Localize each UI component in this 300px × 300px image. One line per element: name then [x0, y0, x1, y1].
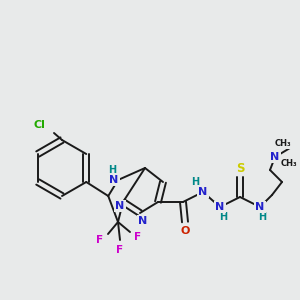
Text: H: H: [191, 177, 199, 187]
Text: F: F: [134, 232, 142, 242]
Text: F: F: [96, 235, 103, 245]
Text: H: H: [219, 212, 227, 222]
Text: F: F: [116, 245, 124, 255]
Text: N: N: [110, 175, 118, 185]
Text: H: H: [108, 165, 116, 175]
Text: N: N: [270, 152, 280, 162]
Text: N: N: [255, 202, 265, 212]
Text: S: S: [236, 161, 244, 175]
Text: N: N: [138, 216, 148, 226]
Text: N: N: [198, 187, 208, 197]
Text: N: N: [116, 201, 124, 211]
Text: O: O: [180, 226, 190, 236]
Text: Cl: Cl: [33, 120, 45, 130]
Text: CH₃: CH₃: [275, 139, 291, 148]
Text: N: N: [215, 202, 225, 212]
Text: H: H: [258, 212, 266, 222]
Text: CH₃: CH₃: [281, 160, 297, 169]
